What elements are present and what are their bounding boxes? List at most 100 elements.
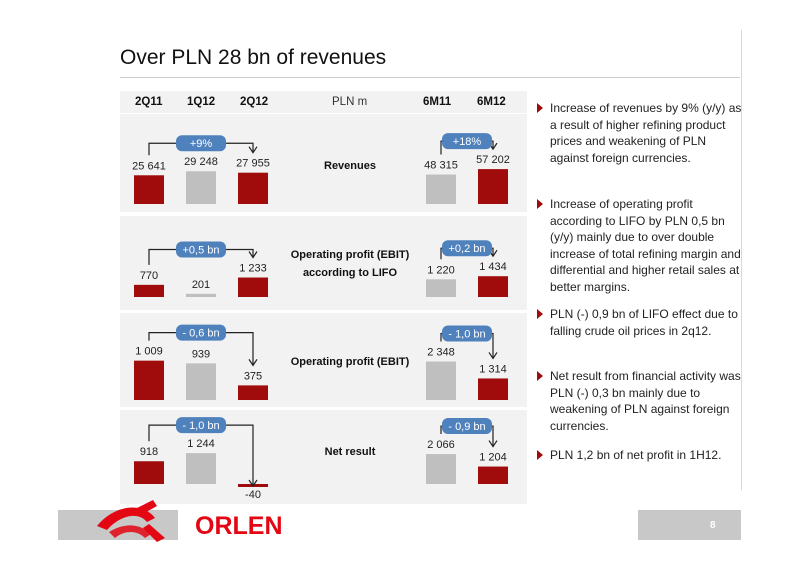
data-label: 29 248 [184,156,218,168]
bar [478,276,508,297]
bar [134,175,164,204]
header-6m11: 6M11 [423,96,452,108]
change-arrowhead [488,440,498,448]
bullet-item: Net result from financial activity was P… [537,368,742,434]
change-badge [442,325,492,342]
bar [426,454,456,484]
arrow-bullet-icon [537,309,543,319]
data-label: 918 [140,446,158,458]
change-arrowhead [488,352,498,360]
footer-bar [58,510,741,540]
data-label: 201 [192,279,210,291]
data-label: 1 009 [135,346,163,358]
data-label: 770 [140,270,158,282]
bullet-text: Net result from financial activity was P… [550,369,741,433]
table-header-bar [120,91,527,113]
data-label: 1 204 [479,452,507,464]
bar [186,171,216,204]
data-label: 2 066 [427,439,455,451]
change-badge-label: +0,5 bn [182,245,219,257]
row-label-ebit: Operating profit (EBIT) [290,356,410,368]
title-rule [120,77,740,78]
data-label: 1 244 [187,438,215,450]
bar [134,461,164,484]
row-label-net-result: Net result [324,446,376,458]
arrow-bullet-icon [537,371,543,381]
change-badge [176,241,226,258]
bar [186,453,216,484]
header-1q12: 1Q12 [187,96,216,108]
bar [134,284,164,297]
change-arrowhead [248,479,258,488]
right-divider-line [741,30,742,490]
data-label: 375 [244,370,262,382]
change-badge-label: +18% [453,136,482,148]
bullet-text: PLN (-) 0,9 bn of LIFO effect due to fal… [550,307,738,338]
bullet-text: Increase of operating profit according t… [550,197,741,294]
bullet-text: Increase of revenues by 9% (y/y) as a re… [550,101,742,165]
change-badge [176,324,226,341]
chart-row: 1 009 939 375 - 0,6 bn 2 348 1 314 - 1,0 bn [134,324,508,400]
bar [186,293,216,297]
header-unit: PLN m [332,96,368,108]
row-label-revenues: Revenues [324,160,376,172]
bar [238,385,268,400]
data-label: 1 220 [427,264,455,276]
change-badge-label: - 1,0 bn [182,420,219,432]
arrow-bullet-icon [537,450,543,460]
change-badge-label: +9% [190,138,213,150]
chart-row: 25 641 29 248 27 955 +9% 48 315 57 202 +18% [132,133,510,204]
change-badge-label: - 1,0 bn [448,328,485,340]
data-label: 25 641 [132,160,166,172]
data-label: -40 [245,489,261,501]
header-2q11: 2Q11 [135,96,163,108]
page-title: Over PLN 28 bn of revenues [120,46,387,69]
logo-text: ORLEN [195,512,283,540]
bar [238,172,268,204]
chart-row: 918 1 244 -40 - 1,0 bn 2 066 1 204 - 0,9 bn [134,417,508,501]
bar [186,363,216,400]
bar [426,279,456,297]
header-6m12: 6M12 [477,96,506,108]
bullet-item: Increase of operating profit according t… [537,196,742,295]
arrow-bullet-icon [537,103,543,113]
change-arrowhead [248,359,258,367]
change-arrowhead [248,251,258,259]
orlen-logo: ORLEN [97,500,283,542]
data-label: 1 233 [239,263,267,275]
change-badge [442,133,492,150]
page-number: 8 [710,520,716,531]
data-label: 1 434 [479,261,507,273]
data-label: 57 202 [476,154,510,166]
bullet-item: PLN (-) 0,9 bn of LIFO effect due to fal… [537,306,742,339]
change-arrowhead [248,146,258,154]
data-label: 27 955 [236,158,270,170]
footer-logo-area [178,510,638,540]
bar [134,360,164,400]
bar [478,169,508,204]
change-badge-label: - 0,9 bn [448,421,485,433]
change-badge [176,135,226,152]
bullet-item: Increase of revenues by 9% (y/y) as a re… [537,100,742,166]
arrow-bullet-icon [537,199,543,209]
data-label: 939 [192,348,210,360]
bar [478,466,508,484]
chart-row: 770 201 1 233 +0,5 bn 1 220 1 434 +0,2 bn [134,240,508,297]
data-label: 1 314 [479,363,507,375]
bar [238,277,268,297]
change-badge-label: - 0,6 bn [182,328,219,340]
change-badge-label: +0,2 bn [448,243,485,255]
row-label-ebit-lifo: Operating profit (EBIT) according to LIF… [290,249,410,279]
bar [478,378,508,400]
change-badge [442,418,492,435]
change-badge [176,417,226,434]
data-label: 2 348 [427,346,455,358]
bullet-text: PLN 1,2 bn of net profit in 1H12. [550,448,722,462]
data-label: 48 315 [424,160,458,172]
bullet-item: PLN 1,2 bn of net profit in 1H12. [537,447,742,464]
header-2q12: 2Q12 [240,96,269,108]
change-badge [442,240,492,257]
bar [426,174,456,204]
bar [426,361,456,400]
